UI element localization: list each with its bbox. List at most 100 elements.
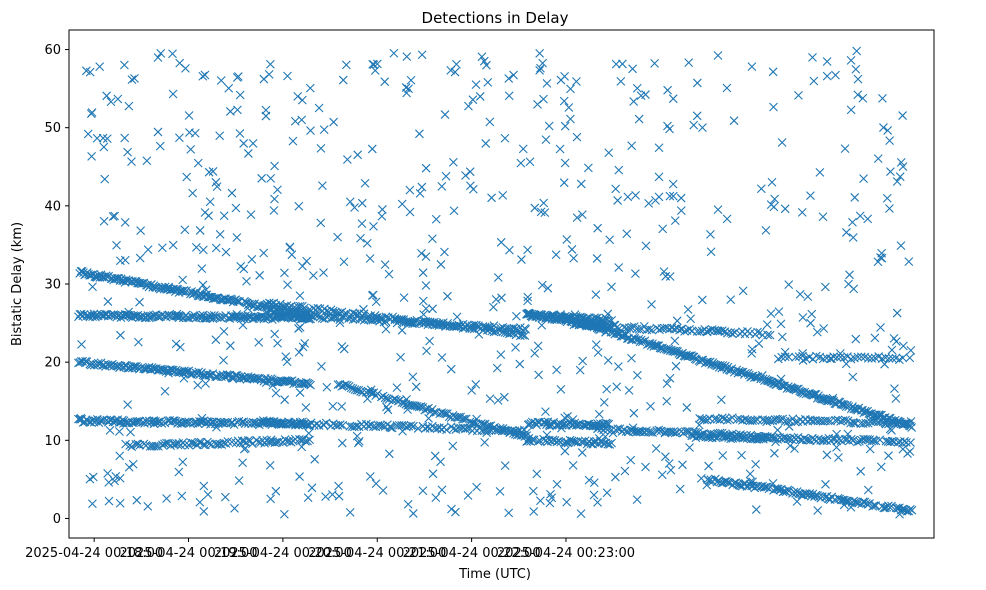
data-point [846, 434, 856, 444]
data-point [876, 323, 885, 332]
data-point [354, 436, 364, 446]
data-point [563, 411, 572, 421]
data-point [813, 506, 823, 515]
data-point [544, 121, 554, 131]
data-point [607, 282, 616, 292]
data-point [740, 414, 750, 424]
data-point [431, 493, 441, 503]
data-point [744, 370, 754, 380]
data-point [485, 117, 495, 127]
data-point [319, 125, 329, 135]
data-point [808, 489, 818, 499]
data-point [345, 508, 355, 517]
data-point [88, 282, 97, 292]
data-point [269, 417, 279, 426]
data-point [568, 460, 578, 470]
data-point [198, 245, 208, 255]
data-point [247, 254, 257, 264]
data-point [402, 395, 411, 404]
data-point [890, 384, 899, 394]
data-point [300, 419, 310, 429]
data-point [516, 158, 526, 168]
data-point [337, 438, 347, 448]
data-point [79, 268, 88, 278]
data-point [593, 223, 603, 233]
data-point [536, 496, 545, 506]
data-point [363, 394, 372, 404]
data-point [775, 415, 785, 424]
data-point [243, 436, 253, 445]
data-point [384, 269, 394, 279]
data-point [345, 197, 355, 207]
data-point [738, 286, 748, 296]
data-point [696, 474, 706, 483]
data-point [185, 369, 195, 379]
data-point [283, 280, 292, 290]
data-point [215, 230, 225, 239]
data-point [452, 312, 462, 322]
data-point [127, 75, 137, 85]
data-point [424, 413, 433, 423]
data-point [220, 492, 230, 502]
data-point [695, 414, 705, 423]
data-point [898, 353, 908, 363]
data-point [895, 509, 904, 519]
data-point [818, 436, 828, 445]
data-point [702, 480, 712, 490]
data-point [448, 157, 458, 167]
data-point [414, 402, 424, 412]
data-point [99, 142, 109, 152]
data-point [311, 310, 320, 320]
data-point [235, 90, 245, 100]
data-point [291, 309, 301, 319]
data-point [200, 70, 210, 80]
data-point [707, 325, 717, 334]
data-point [334, 481, 343, 491]
data-point [392, 383, 402, 393]
data-point [496, 350, 506, 360]
data-point [646, 427, 655, 437]
data-point [406, 75, 416, 85]
data-point [677, 349, 686, 359]
data-point [676, 206, 686, 215]
data-point [295, 388, 305, 397]
data-point [261, 105, 271, 115]
data-point [200, 208, 210, 217]
data-point [401, 83, 411, 92]
data-point [766, 200, 776, 209]
data-point [328, 490, 337, 499]
data-point [466, 181, 475, 191]
data-point [746, 477, 756, 486]
x-tick-label: 2025-04-24 00:23:00 [497, 546, 635, 561]
data-point [371, 313, 381, 323]
data-point [541, 135, 551, 145]
data-point [751, 372, 761, 382]
data-point [852, 46, 862, 56]
data-point [417, 248, 426, 258]
data-point [850, 497, 860, 507]
data-point [668, 94, 678, 104]
data-point [809, 76, 819, 86]
data-point [812, 327, 822, 337]
y-tick-label: 10 [44, 434, 61, 449]
data-point [358, 387, 367, 397]
data-point [236, 262, 246, 271]
data-point [124, 101, 134, 111]
data-point [542, 78, 552, 88]
data-point [624, 323, 634, 333]
data-point [767, 177, 777, 187]
data-point [641, 241, 651, 251]
data-point [227, 188, 237, 198]
data-point [232, 233, 242, 242]
data-point [458, 414, 467, 424]
data-point [676, 193, 686, 203]
data-point [365, 472, 375, 481]
data-point [882, 193, 892, 203]
data-point [686, 314, 696, 324]
data-point [517, 255, 526, 264]
data-point [773, 425, 782, 435]
data-point [463, 424, 473, 433]
data-point [492, 363, 502, 373]
data-point [583, 163, 593, 173]
